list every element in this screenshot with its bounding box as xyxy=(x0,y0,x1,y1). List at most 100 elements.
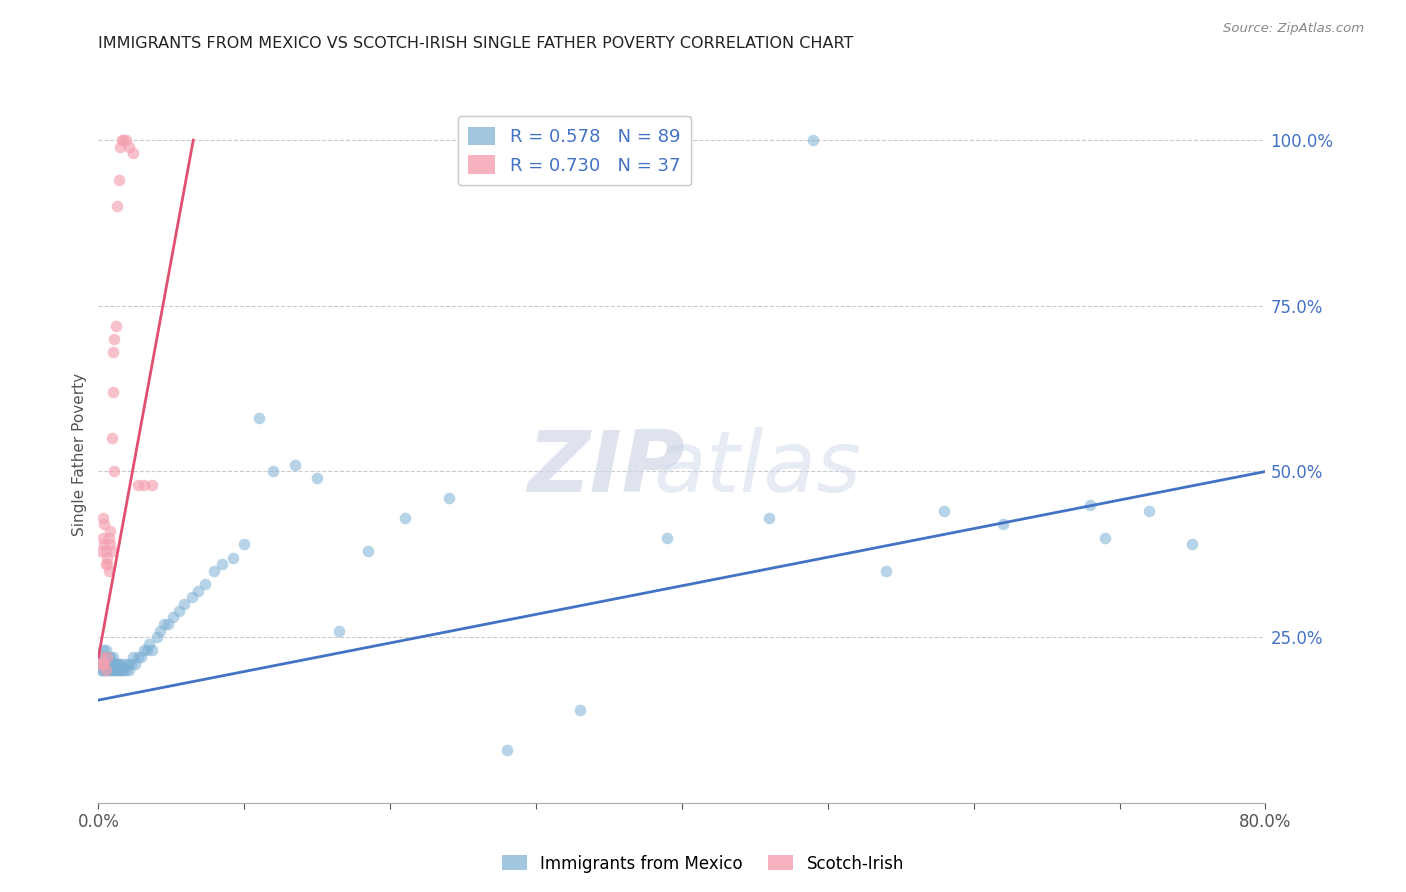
Immigrants from Mexico xyxy=(157,616,180,631)
Legend: R = 0.578   N = 89, R = 0.730   N = 37: R = 0.578 N = 89, R = 0.730 N = 37 xyxy=(457,116,692,186)
Scotch-Irish xyxy=(118,140,141,154)
Immigrants from Mexico xyxy=(91,643,114,657)
Immigrants from Mexico xyxy=(94,663,117,677)
Immigrants from Mexico xyxy=(91,650,114,665)
Immigrants from Mexico xyxy=(108,663,131,677)
Scotch-Irish xyxy=(103,465,125,479)
Immigrants from Mexico xyxy=(496,743,519,757)
Immigrants from Mexico xyxy=(135,643,157,657)
Immigrants from Mexico xyxy=(394,511,416,525)
Text: ZIP: ZIP xyxy=(527,427,685,510)
Immigrants from Mexico xyxy=(101,663,124,677)
Immigrants from Mexico xyxy=(1181,537,1204,551)
Immigrants from Mexico xyxy=(115,663,138,677)
Immigrants from Mexico xyxy=(934,504,956,518)
Immigrants from Mexico xyxy=(173,597,195,611)
Scotch-Irish xyxy=(103,332,125,346)
Immigrants from Mexico xyxy=(100,663,122,677)
Immigrants from Mexico xyxy=(110,663,132,677)
Scotch-Irish xyxy=(104,318,127,333)
Y-axis label: Single Father Poverty: Single Father Poverty xyxy=(72,374,87,536)
Immigrants from Mexico xyxy=(96,657,118,671)
Scotch-Irish xyxy=(101,384,124,399)
Immigrants from Mexico xyxy=(233,537,256,551)
Immigrants from Mexico xyxy=(120,657,142,671)
Immigrants from Mexico xyxy=(657,531,679,545)
Scotch-Irish xyxy=(97,531,120,545)
Immigrants from Mexico xyxy=(247,411,270,425)
Immigrants from Mexico xyxy=(875,564,897,578)
Immigrants from Mexico xyxy=(167,604,190,618)
Scotch-Irish xyxy=(96,650,118,665)
Immigrants from Mexico xyxy=(93,650,115,665)
Immigrants from Mexico xyxy=(124,657,146,671)
Scotch-Irish xyxy=(115,133,138,147)
Immigrants from Mexico xyxy=(132,643,155,657)
Immigrants from Mexico xyxy=(96,650,118,665)
Scotch-Irish xyxy=(94,558,117,572)
Scotch-Irish xyxy=(98,524,121,538)
Immigrants from Mexico xyxy=(96,663,118,677)
Immigrants from Mexico xyxy=(194,577,217,591)
Immigrants from Mexico xyxy=(97,650,120,665)
Immigrants from Mexico xyxy=(104,663,127,677)
Immigrants from Mexico xyxy=(104,657,127,671)
Immigrants from Mexico xyxy=(90,650,112,665)
Immigrants from Mexico xyxy=(100,657,122,671)
Immigrants from Mexico xyxy=(328,624,350,638)
Immigrants from Mexico xyxy=(112,663,135,677)
Scotch-Irish xyxy=(100,544,122,558)
Scotch-Irish xyxy=(141,477,163,491)
Immigrants from Mexico xyxy=(98,663,121,677)
Immigrants from Mexico xyxy=(153,616,176,631)
Scotch-Irish xyxy=(91,531,114,545)
Immigrants from Mexico xyxy=(437,491,460,505)
Immigrants from Mexico xyxy=(101,650,124,665)
Immigrants from Mexico xyxy=(117,657,139,671)
Immigrants from Mexico xyxy=(801,133,824,147)
Scotch-Irish xyxy=(127,477,149,491)
Immigrants from Mexico xyxy=(146,630,169,644)
Immigrants from Mexico xyxy=(187,583,209,598)
Scotch-Irish xyxy=(132,477,155,491)
Immigrants from Mexico xyxy=(129,650,152,665)
Text: IMMIGRANTS FROM MEXICO VS SCOTCH-IRISH SINGLE FATHER POVERTY CORRELATION CHART: IMMIGRANTS FROM MEXICO VS SCOTCH-IRISH S… xyxy=(98,36,853,51)
Immigrants from Mexico xyxy=(262,465,284,479)
Scotch-Irish xyxy=(110,140,132,154)
Immigrants from Mexico xyxy=(98,650,121,665)
Scotch-Irish xyxy=(105,199,128,213)
Immigrants from Mexico xyxy=(357,544,380,558)
Immigrants from Mexico xyxy=(1137,504,1160,518)
Immigrants from Mexico xyxy=(94,650,117,665)
Scotch-Irish xyxy=(97,564,120,578)
Scotch-Irish xyxy=(112,133,135,147)
Immigrants from Mexico xyxy=(97,663,120,677)
Scotch-Irish xyxy=(91,657,114,671)
Immigrants from Mexico xyxy=(90,663,112,677)
Scotch-Irish xyxy=(122,146,145,161)
Immigrants from Mexico xyxy=(94,657,117,671)
Immigrants from Mexico xyxy=(211,558,233,572)
Scotch-Irish xyxy=(93,537,115,551)
Immigrants from Mexico xyxy=(114,657,136,671)
Scotch-Irish xyxy=(91,511,114,525)
Immigrants from Mexico xyxy=(1080,498,1102,512)
Immigrants from Mexico xyxy=(162,610,184,624)
Text: atlas: atlas xyxy=(654,427,862,510)
Scotch-Irish xyxy=(111,133,134,147)
Scotch-Irish xyxy=(93,657,115,671)
Scotch-Irish xyxy=(98,537,121,551)
Immigrants from Mexico xyxy=(138,637,160,651)
Immigrants from Mexico xyxy=(89,657,111,671)
Immigrants from Mexico xyxy=(90,657,112,671)
Immigrants from Mexico xyxy=(284,458,307,472)
Legend: Immigrants from Mexico, Scotch-Irish: Immigrants from Mexico, Scotch-Irish xyxy=(495,848,911,880)
Immigrants from Mexico xyxy=(105,657,128,671)
Immigrants from Mexico xyxy=(93,657,115,671)
Immigrants from Mexico xyxy=(91,663,114,677)
Scotch-Irish xyxy=(94,663,117,677)
Immigrants from Mexico xyxy=(98,657,121,671)
Immigrants from Mexico xyxy=(1094,531,1116,545)
Immigrants from Mexico xyxy=(122,650,145,665)
Immigrants from Mexico xyxy=(307,471,329,485)
